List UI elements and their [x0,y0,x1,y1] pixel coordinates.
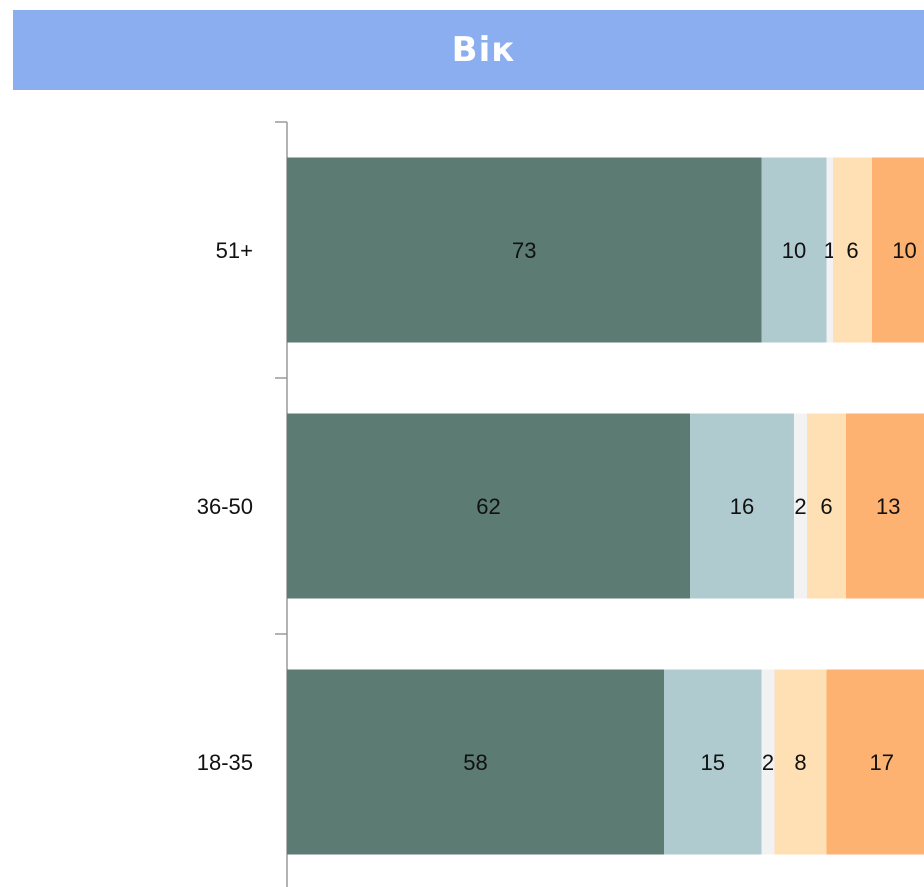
data-label: 58 [463,750,487,775]
chart-title: Вік [451,30,516,70]
bar-segment [833,157,872,343]
bar-segment [287,669,664,855]
chart-title-banner: Вік [13,10,924,90]
data-label: 73 [512,238,536,263]
data-label: 10 [782,238,806,263]
data-label: 8 [794,750,806,775]
bar-segment [872,157,924,343]
bar-segment [761,157,827,343]
bar-segment [807,413,846,599]
data-label: 6 [846,238,858,263]
bar-segment [664,669,762,855]
bar-segment [794,413,807,599]
bar-segment [761,669,775,855]
bar-segment [774,669,827,855]
data-label: 10 [892,238,916,263]
bar-segment [846,413,924,599]
data-label: 62 [476,494,500,519]
data-label: 17 [870,750,894,775]
bar-segment [287,157,762,343]
bar-segment [287,413,690,599]
category-label: 51+ [216,238,253,263]
data-label: 13 [876,494,900,519]
bar-segment [690,413,794,599]
category-label: 18-35 [197,750,253,775]
data-label: 1 [824,238,836,263]
data-label: 2 [762,750,774,775]
data-label: 6 [820,494,832,519]
data-label: 2 [794,494,806,519]
data-label: 16 [730,494,754,519]
bar-segment [826,669,924,855]
bar-segment [826,157,833,343]
data-label: 15 [701,750,725,775]
category-label: 36-50 [197,494,253,519]
